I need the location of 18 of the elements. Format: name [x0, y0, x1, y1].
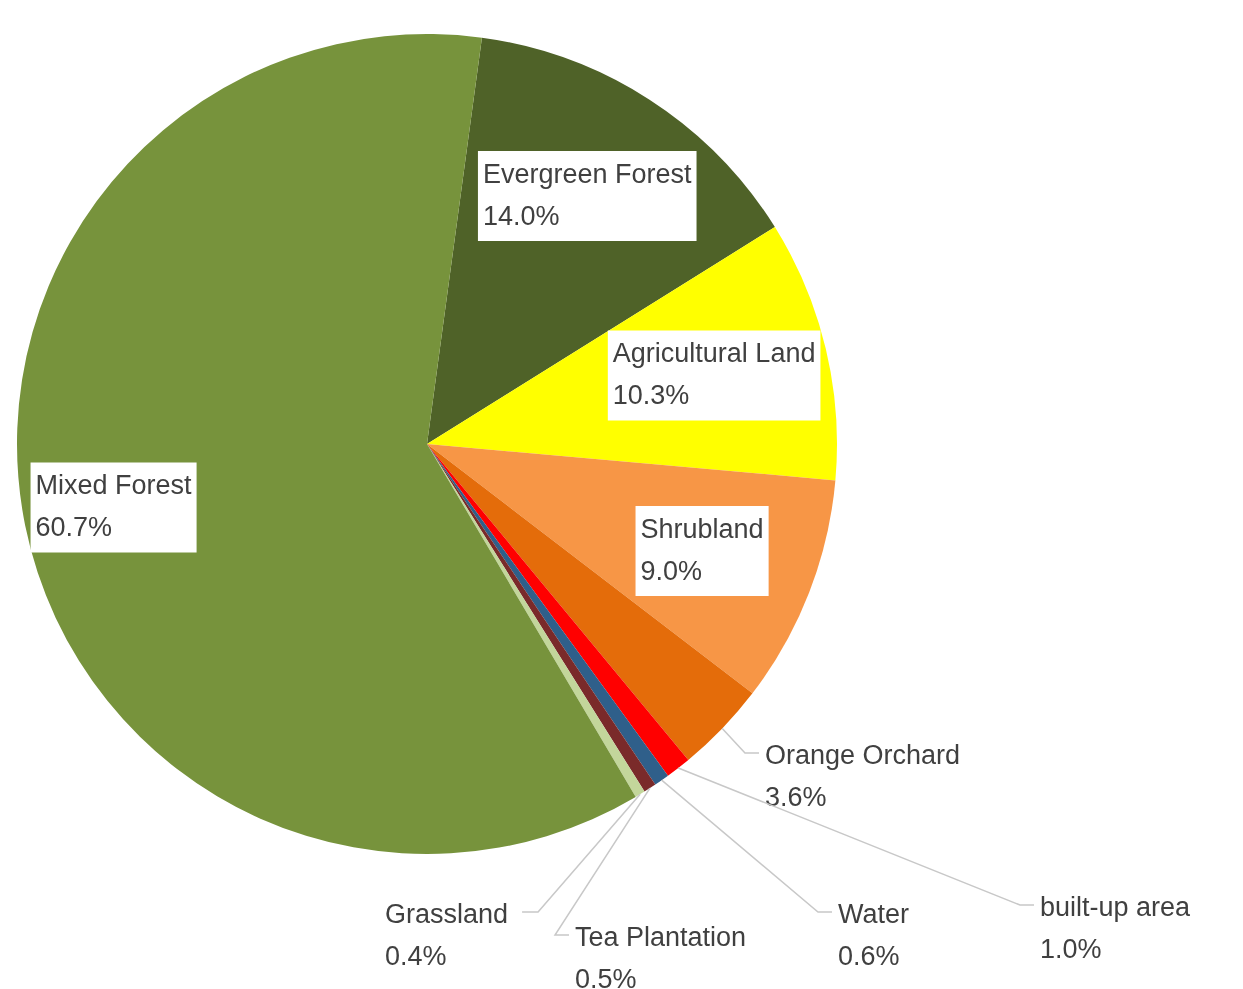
slice-label: Orange Orchard	[765, 740, 961, 771]
data-label: 60.7%	[35, 511, 113, 542]
data-label: 9.0%	[640, 555, 703, 586]
slice-label: Shrubland	[640, 513, 764, 544]
slice-label: Grassland	[385, 899, 509, 930]
slice-label: Agricultural Land	[612, 337, 816, 368]
slice-label: Tea Plantation	[575, 922, 747, 953]
data-label: 1.0%	[1040, 934, 1102, 965]
data-label: 0.5%	[575, 964, 637, 989]
data-label: 10.3%	[612, 379, 690, 410]
slice-label: Evergreen Forest	[482, 158, 693, 189]
slice-label: Water	[838, 899, 910, 930]
data-label: 0.6%	[838, 941, 900, 972]
slice-label: built-up area	[1040, 892, 1192, 923]
data-label: 3.6%	[765, 782, 827, 813]
data-label: 14.0%	[482, 200, 560, 231]
slice-label: Mixed Forest	[35, 469, 193, 500]
data-label: 0.4%	[385, 941, 447, 972]
